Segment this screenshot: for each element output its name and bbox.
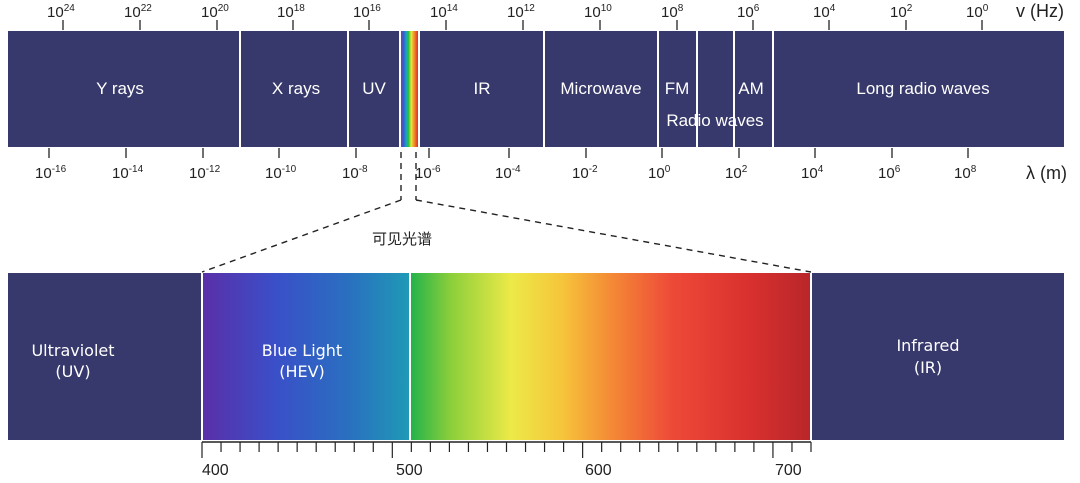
visible-light-strip <box>401 31 418 147</box>
wavelength-tick-label: 10-6 <box>415 164 441 182</box>
wavelength-tick-label: 102 <box>725 164 748 182</box>
zoom-line-right-diagonal <box>415 199 812 273</box>
frequency-tick-label: 1010 <box>584 3 612 21</box>
wavelength-tick-label: 100 <box>648 164 671 182</box>
frequency-axis: 1024 1022 1020 1018 1016 1014 1012 1010 108 106 10… <box>47 3 989 30</box>
wavelength-tick-label: 10-8 <box>342 164 368 182</box>
frequency-tick-label: 1024 <box>47 3 75 21</box>
band-xray-label: X rays <box>272 79 320 98</box>
wavelength-tick-label: 108 <box>954 164 977 182</box>
frequency-tick-label: 1018 <box>277 3 305 21</box>
frequency-tick-label: 1016 <box>353 3 381 21</box>
zoom-connectors <box>201 152 812 273</box>
wavelength-tick-label: 10-10 <box>265 164 297 182</box>
frequency-unit-label: v (Hz) <box>1016 1 1064 21</box>
band-dividers <box>239 31 774 147</box>
frequency-tick-label: 100 <box>966 3 989 21</box>
band-long-radio-label: Long radio waves <box>856 79 989 98</box>
visible-rest-region <box>411 273 811 440</box>
band-gamma-label: Y rays <box>96 79 144 98</box>
nm-ruler <box>201 441 812 458</box>
ultraviolet-sub-label: (UV) <box>55 362 90 381</box>
wavelength-tick-label: 10-14 <box>112 164 144 182</box>
nm-tick-500: 500 <box>396 462 423 479</box>
detail-bar: Ultraviolet (UV) Blue Light (HEV) Infrar… <box>8 273 1064 440</box>
frequency-tick-label: 104 <box>813 3 836 21</box>
blue-light-label: Blue Light <box>262 341 342 360</box>
spectrum-bar: Y rays X rays UV IR Microwave FM AM Radi… <box>8 31 1064 147</box>
infrared-label: Infrared <box>896 336 959 355</box>
frequency-tick-label: 108 <box>661 3 684 21</box>
nm-tick-600: 600 <box>585 462 612 479</box>
frequency-tick-label: 106 <box>737 3 760 21</box>
band-am-label: AM <box>738 79 764 98</box>
wavelength-unit-label: λ (m) <box>1026 163 1067 183</box>
blue-light-region <box>202 273 410 440</box>
wavelength-tick-label: 10-2 <box>572 164 598 182</box>
infrared-sub-label: (IR) <box>914 358 942 377</box>
band-radio-waves-label: Radio waves <box>666 111 763 130</box>
wavelength-tick-label: 10-4 <box>495 164 521 182</box>
wavelength-tick-label: 106 <box>878 164 901 182</box>
frequency-tick-label: 1014 <box>430 3 458 21</box>
band-microwave-label: Microwave <box>560 79 641 98</box>
wavelength-axis: 10-16 10-14 10-12 10-10 10-8 10-6 10-4 10-2 100 1… <box>35 148 977 182</box>
wavelength-tick-label: 10-12 <box>189 164 221 182</box>
frequency-tick-label: 1022 <box>124 3 152 21</box>
ultraviolet-label: Ultraviolet <box>31 341 114 360</box>
nm-tick-400: 400 <box>202 462 229 479</box>
blue-light-sub-label: (HEV) <box>279 362 325 381</box>
band-uv-label: UV <box>362 79 386 98</box>
wavelength-tick-label: 104 <box>801 164 824 182</box>
nm-tick-700: 700 <box>775 462 802 479</box>
frequency-tick-label: 102 <box>890 3 913 21</box>
wavelength-tick-label: 10-16 <box>35 164 67 182</box>
visible-spectrum-label: 可见光谱 <box>372 230 432 248</box>
spectrum-bar-background <box>8 31 1064 147</box>
frequency-tick-label: 1020 <box>201 3 229 21</box>
frequency-tick-label: 1012 <box>507 3 535 21</box>
band-ir-label: IR <box>474 79 491 98</box>
band-fm-label: FM <box>665 79 690 98</box>
zoom-line-left-diagonal <box>201 199 402 273</box>
